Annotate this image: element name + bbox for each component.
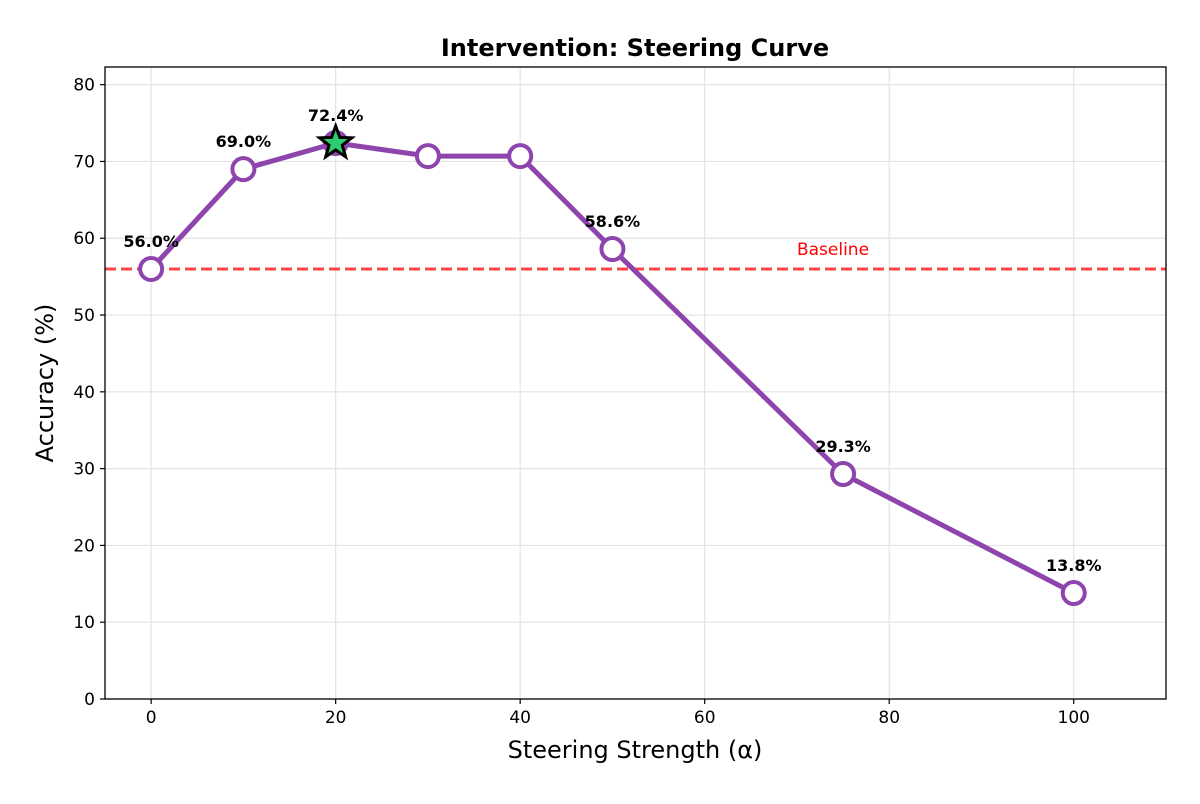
x-tick-label: 80 [878,708,900,728]
series-line [149,140,1075,596]
data-labels: 56.0% 69.0% 72.4% 58.6% 29.3% 13.8% [123,106,1101,575]
data-point [599,235,626,262]
y-tick-label: 50 [73,306,95,326]
data-label: 69.0% [216,132,272,151]
data-point [414,143,441,170]
x-tick-label: 100 [1058,708,1090,728]
chart-title: Intervention: Steering Curve [441,34,829,62]
best-point-star-icon [315,121,356,161]
y-tick-label: 40 [73,383,95,403]
data-point [230,156,257,183]
data-point [507,143,534,170]
y-tick-label: 30 [73,460,95,480]
y-tick-label: 10 [73,613,95,633]
y-tick-label: 60 [73,229,95,249]
data-point [830,460,857,487]
data-label: 72.4% [308,106,364,125]
grid [105,67,1166,700]
y-tick-label: 0 [84,690,95,710]
x-tick-label: 0 [146,708,157,728]
x-axis-label: Steering Strength (α) [508,736,763,764]
y-tick-label: 20 [73,536,95,556]
ticks: 0 20 40 60 80 100 0 10 20 30 40 50 60 70 80 [73,76,1090,728]
data-point [138,255,165,282]
plot-frame [104,66,1167,700]
data-label: 29.3% [815,437,871,456]
x-tick-label: 20 [325,708,347,728]
y-axis-label: Accuracy (%) [31,304,59,463]
data-label: 56.0% [123,232,179,251]
data-label: 58.6% [585,212,641,231]
baseline: Baseline [105,240,1166,271]
baseline-label: Baseline [797,240,869,260]
data-point [1060,580,1087,607]
x-tick-label: 40 [509,708,531,728]
data-label: 13.8% [1046,556,1102,575]
x-tick-label: 60 [694,708,716,728]
y-tick-label: 70 [73,152,95,172]
series [138,121,1087,607]
y-tick-label: 80 [73,76,95,96]
